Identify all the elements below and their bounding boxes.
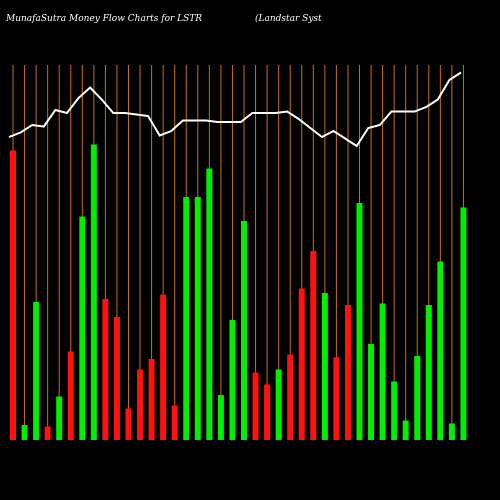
bar xyxy=(264,384,271,440)
bar xyxy=(67,351,74,440)
bar xyxy=(356,203,363,440)
bar xyxy=(402,420,409,440)
bar xyxy=(160,294,167,440)
bar xyxy=(333,357,340,440)
bar xyxy=(252,372,259,440)
bar xyxy=(206,168,213,440)
chart-subtitle: (Landstar Syst xyxy=(255,13,322,24)
bar xyxy=(379,303,386,440)
bar xyxy=(183,197,190,440)
bar xyxy=(137,369,144,440)
bar xyxy=(448,423,455,440)
bar xyxy=(344,305,351,440)
bar xyxy=(368,344,375,440)
bar xyxy=(194,197,201,440)
bar xyxy=(102,299,109,440)
bar xyxy=(79,216,86,440)
flow-line xyxy=(8,71,462,148)
bar xyxy=(241,221,247,440)
bar xyxy=(171,405,178,440)
bar xyxy=(21,425,28,440)
bar xyxy=(44,426,51,440)
bar xyxy=(148,359,155,440)
bar xyxy=(391,381,398,440)
bar xyxy=(33,302,40,440)
bar xyxy=(125,408,132,440)
bar xyxy=(90,144,97,440)
bar xyxy=(310,251,317,440)
bar xyxy=(321,293,328,440)
bar xyxy=(437,261,444,440)
chart-title: MunafaSutra Money Flow Charts for LSTR xyxy=(5,14,202,24)
bar xyxy=(287,354,294,440)
bar xyxy=(229,320,236,440)
bar xyxy=(414,356,421,440)
bar xyxy=(113,317,120,440)
bar xyxy=(275,369,282,440)
bar xyxy=(10,150,16,440)
bar xyxy=(298,288,305,440)
bar xyxy=(460,207,467,440)
bar xyxy=(56,396,63,440)
bar xyxy=(425,305,432,440)
bar xyxy=(217,395,224,440)
